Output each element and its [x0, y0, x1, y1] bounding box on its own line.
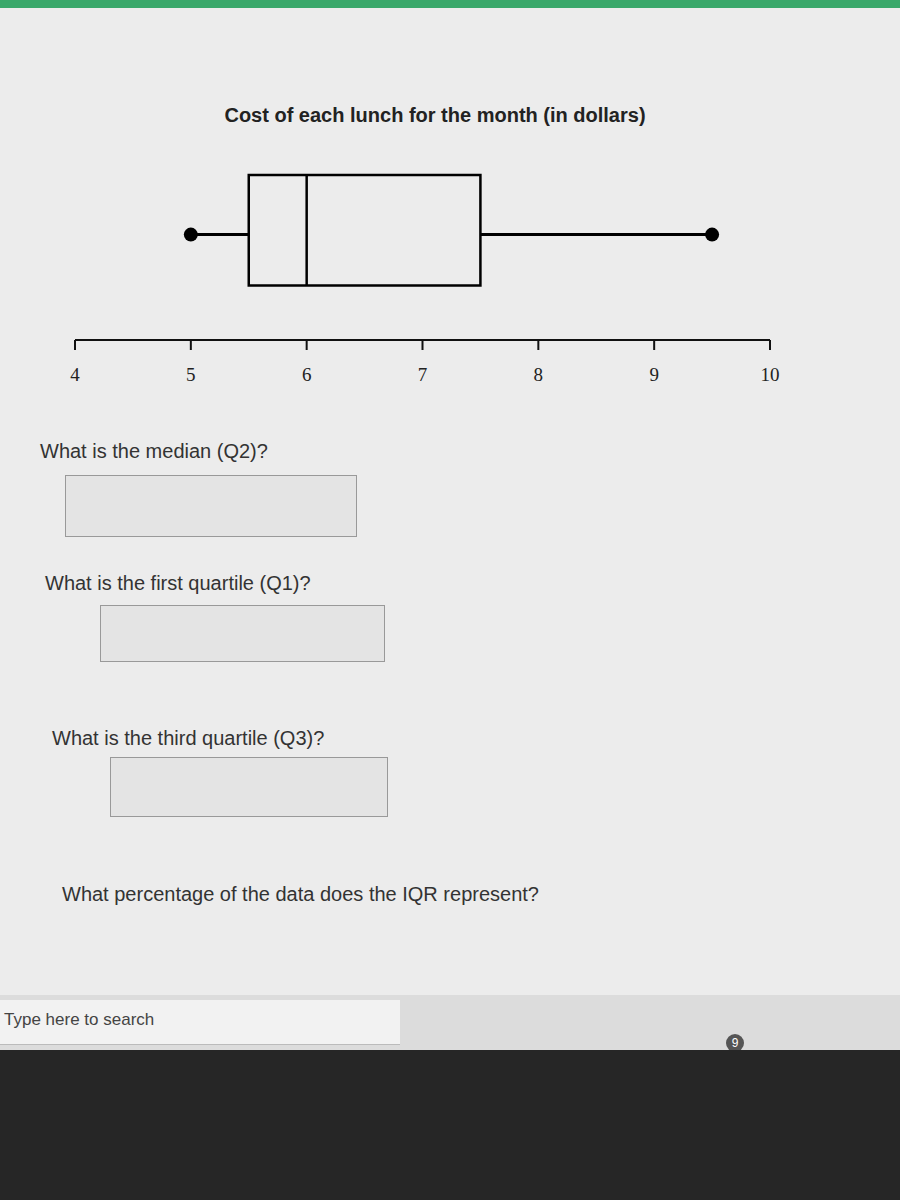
svg-text:9: 9: [649, 364, 659, 385]
html-text:What percentage of the data do: What percentage of the data does the IQR…: [62, 883, 539, 905]
svg-text:4: 4: [70, 364, 80, 385]
svg-text:6: 6: [302, 364, 312, 385]
html-text:Cost of each lunch for the mon: Cost of each lunch for the month (in dol…: [224, 104, 646, 126]
svg-text:7: 7: [418, 364, 428, 385]
html-text:What is the first quartile (Q1: What is the first quartile (Q1)?: [45, 572, 311, 594]
html-text:What is the third quartile (Q3: What is the third quartile (Q3)?: [52, 727, 325, 749]
html-text:9: 9: [731, 1036, 739, 1050]
svg-text:10: 10: [761, 364, 780, 385]
svg-text:8: 8: [534, 364, 544, 385]
html-text:What is the median (Q2)?: What is the median (Q2)?: [40, 440, 268, 462]
svg-text:5: 5: [186, 364, 196, 385]
html-text:Type here to search: Type here to search: [4, 1010, 155, 1029]
